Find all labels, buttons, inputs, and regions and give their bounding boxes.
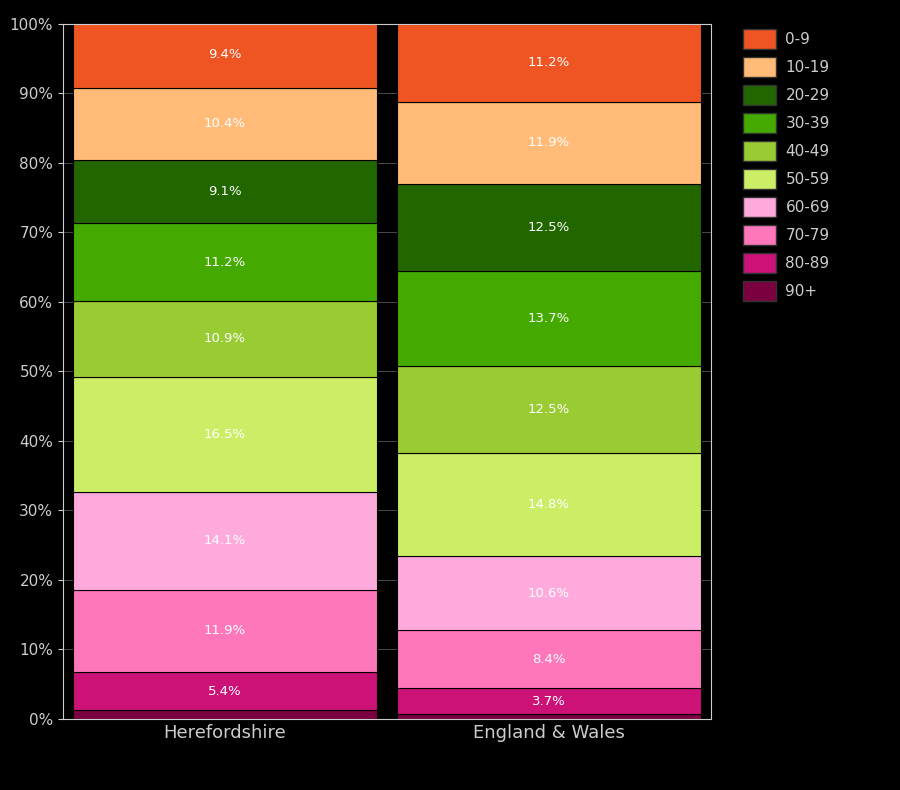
- Text: 3.7%: 3.7%: [532, 694, 566, 708]
- Text: 10.6%: 10.6%: [528, 586, 570, 600]
- Text: 12.5%: 12.5%: [528, 221, 570, 235]
- Bar: [397, 367, 701, 453]
- Text: 13.7%: 13.7%: [528, 312, 570, 325]
- Text: 14.1%: 14.1%: [204, 534, 246, 547]
- Text: 11.9%: 11.9%: [528, 137, 570, 149]
- Bar: [73, 589, 377, 672]
- Bar: [397, 556, 701, 630]
- Bar: [397, 688, 701, 714]
- Text: 11.9%: 11.9%: [204, 624, 246, 638]
- Bar: [73, 88, 377, 160]
- Text: 11.2%: 11.2%: [204, 256, 246, 269]
- Text: 9.1%: 9.1%: [208, 185, 242, 198]
- Bar: [397, 453, 701, 556]
- Text: 9.4%: 9.4%: [208, 48, 242, 62]
- Legend: 0-9, 10-19, 20-29, 30-39, 40-49, 50-59, 60-69, 70-79, 80-89, 90+: 0-9, 10-19, 20-29, 30-39, 40-49, 50-59, …: [738, 24, 834, 306]
- Text: 16.5%: 16.5%: [204, 427, 246, 441]
- Text: 14.8%: 14.8%: [528, 498, 570, 511]
- Bar: [73, 301, 377, 377]
- Text: 5.4%: 5.4%: [208, 685, 242, 698]
- Text: 11.2%: 11.2%: [528, 56, 570, 70]
- Bar: [73, 224, 377, 301]
- Bar: [397, 271, 701, 367]
- Text: 10.4%: 10.4%: [204, 117, 246, 130]
- Bar: [73, 160, 377, 224]
- Bar: [73, 22, 377, 88]
- Text: 8.4%: 8.4%: [532, 653, 566, 666]
- Bar: [397, 714, 701, 719]
- Text: 10.9%: 10.9%: [204, 333, 246, 345]
- Bar: [73, 672, 377, 710]
- Bar: [397, 102, 701, 184]
- Bar: [73, 491, 377, 589]
- Text: 12.5%: 12.5%: [528, 404, 570, 416]
- Bar: [73, 710, 377, 719]
- Bar: [397, 630, 701, 688]
- Bar: [397, 184, 701, 271]
- Bar: [73, 377, 377, 491]
- Bar: [397, 24, 701, 102]
